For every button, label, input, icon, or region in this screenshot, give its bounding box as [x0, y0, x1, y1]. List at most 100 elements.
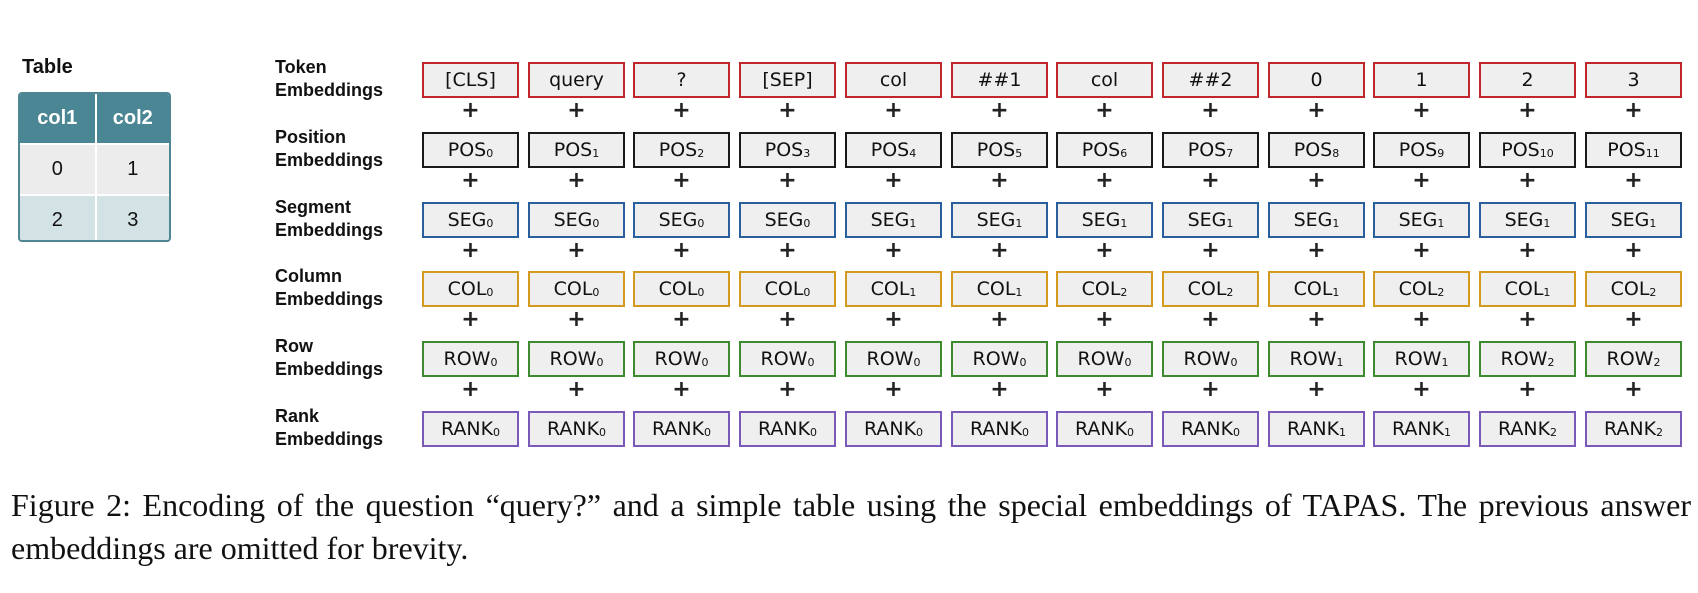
row-embedding-box: ROW 0: [951, 341, 1048, 377]
embedding-text: RANK: [1180, 418, 1234, 440]
plus-icon: +: [1201, 168, 1220, 193]
token-embedding-box: col: [1056, 62, 1153, 98]
embedding-text: POS: [1607, 139, 1646, 161]
plus-icon: +: [461, 377, 480, 402]
embedding-text: col: [879, 69, 908, 91]
plus-icon: +: [990, 307, 1009, 332]
segment-embedding-box: SEG 1: [1162, 202, 1259, 238]
embedding-text: COL: [764, 278, 804, 300]
plus-icon: +: [672, 168, 691, 193]
segment-embedding-box: SEG 0: [422, 202, 519, 238]
column-embedding-box: COL 2: [1585, 271, 1682, 307]
token-embedding-box: ##2: [1162, 62, 1259, 98]
plus-icon: +: [990, 168, 1009, 193]
row-embedding-box: ROW 0: [1162, 341, 1259, 377]
embedding-text: COL: [870, 278, 910, 300]
rank-embedding-box: RANK 2: [1585, 411, 1682, 447]
table-header-cell: col2: [94, 94, 169, 143]
plus-icon: +: [1412, 238, 1431, 263]
embedding-text: ROW: [1394, 348, 1442, 370]
token-embedding-box: 0: [1268, 62, 1365, 98]
plus-icon: +: [1095, 307, 1114, 332]
plus-icon: +: [778, 377, 797, 402]
embedding-text: ROW: [866, 348, 914, 370]
row-label-line: Segment: [275, 196, 352, 217]
plus-icon: +: [1624, 377, 1643, 402]
table-row: 2 3: [20, 194, 169, 240]
plus-icon: +: [1095, 98, 1114, 123]
position-embedding-box: POS 6: [1056, 132, 1153, 168]
embedding-text: POS: [976, 139, 1016, 161]
plus-icon: +: [1095, 377, 1114, 402]
embedding-text: 0: [1310, 69, 1323, 91]
row-embeddings-label: Row Embeddings: [275, 335, 405, 381]
row-label-line: Embeddings: [275, 289, 384, 310]
embedding-text: SEG: [447, 209, 487, 231]
segment-embeddings-label: Segment Embeddings: [275, 196, 405, 242]
plus-icon: +: [1307, 238, 1326, 263]
embedding-text: RANK: [1603, 418, 1657, 440]
plus-icon: +: [1518, 168, 1537, 193]
table-header-row: col1 col2: [20, 94, 169, 143]
plus-icon: +: [1412, 307, 1431, 332]
embedding-text: RANK: [1074, 418, 1128, 440]
plus-icon: +: [1307, 168, 1326, 193]
embedding-text: RANK: [546, 418, 600, 440]
embedding-text: COL: [1398, 278, 1438, 300]
embedding-text: ROW: [549, 348, 597, 370]
plus-icon: +: [1518, 238, 1537, 263]
column-embedding-box: COL 1: [1479, 271, 1576, 307]
embedding-text: query: [549, 69, 604, 91]
embedding-text: SEG: [764, 209, 804, 231]
table-row: 0 1: [20, 143, 169, 194]
position-embedding-box: POS 2: [633, 132, 730, 168]
embedding-text: ROW: [760, 348, 808, 370]
embedding-text: SEG: [553, 209, 593, 231]
column-embedding-box: COL 0: [739, 271, 836, 307]
rank-embedding-box: RANK 1: [1268, 411, 1365, 447]
segment-embedding-box: SEG 0: [633, 202, 730, 238]
embedding-text: SEG: [1398, 209, 1438, 231]
position-embedding-box: POS 11: [1585, 132, 1682, 168]
row-embedding-box: ROW 2: [1479, 341, 1576, 377]
embedding-text: ROW: [1183, 348, 1231, 370]
position-embedding-box: POS 7: [1162, 132, 1259, 168]
embedding-text: COL: [1504, 278, 1544, 300]
position-embedding-box: POS 1: [528, 132, 625, 168]
position-embedding-box: POS 10: [1479, 132, 1576, 168]
row-embedding-box: ROW 0: [528, 341, 625, 377]
embedding-text: 3: [1627, 69, 1640, 91]
row-label-line: Embeddings: [275, 149, 384, 170]
token-embedding-box: query: [528, 62, 625, 98]
plus-icon: +: [778, 98, 797, 123]
embedding-text: [CLS]: [445, 69, 496, 91]
embedding-text: 2: [1521, 69, 1534, 91]
token-embedding-box: 2: [1479, 62, 1576, 98]
position-embedding-box: POS 5: [951, 132, 1048, 168]
token-embedding-box: col: [845, 62, 942, 98]
row-label-line: Embeddings: [275, 80, 384, 100]
embedding-text: POS: [1293, 139, 1333, 161]
table-cell: 3: [94, 196, 169, 240]
plus-icon: +: [461, 168, 480, 193]
embedding-text: POS: [764, 139, 804, 161]
example-table: col1 col2 0 1 2 3: [18, 92, 171, 242]
segment-embedding-box: SEG 1: [845, 202, 942, 238]
embedding-text: RANK: [757, 418, 811, 440]
embedding-text: col: [1090, 69, 1119, 91]
segment-embedding-box: SEG 0: [739, 202, 836, 238]
row-embedding-box: ROW 0: [633, 341, 730, 377]
embedding-text: [SEP]: [762, 69, 813, 91]
embedding-text: RANK: [969, 418, 1023, 440]
embedding-text: SEG: [1610, 209, 1650, 231]
rank-embedding-box: RANK 0: [422, 411, 519, 447]
column-embedding-box: COL 0: [528, 271, 625, 307]
embedding-text: ROW: [972, 348, 1020, 370]
embedding-text: COL: [1610, 278, 1650, 300]
table-cell: 0: [20, 145, 95, 194]
plus-icon: +: [672, 307, 691, 332]
plus-icon: +: [1095, 238, 1114, 263]
position-embedding-box: POS 3: [739, 132, 836, 168]
plus-icon: +: [1624, 238, 1643, 263]
plus-icon: +: [1412, 168, 1431, 193]
